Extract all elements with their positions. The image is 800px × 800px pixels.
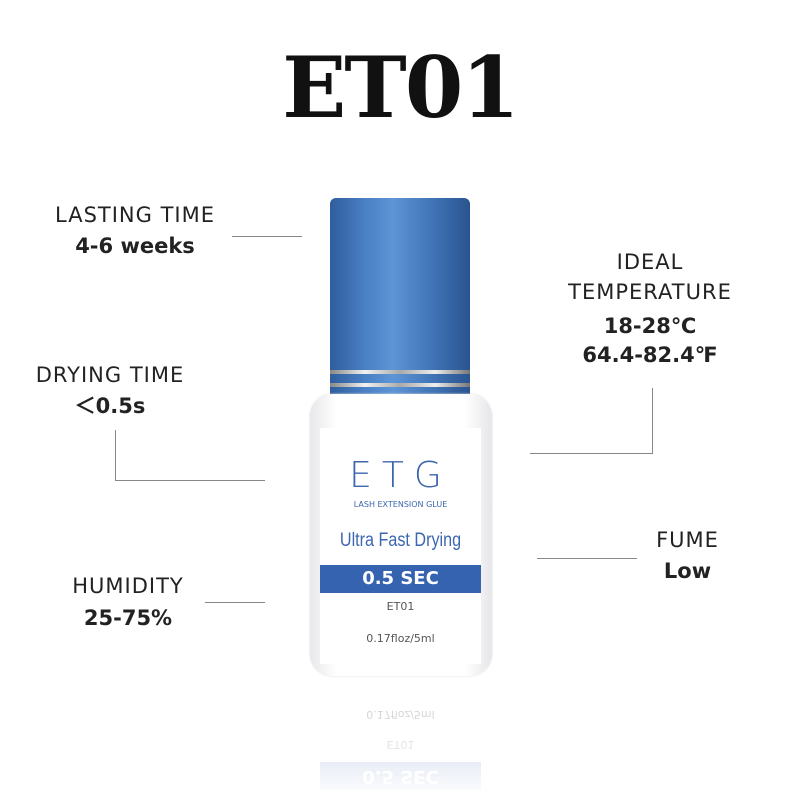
drying-time-label: DRYING TIME bbox=[35, 363, 185, 387]
humidity-label: HUMIDITY bbox=[72, 574, 184, 598]
temperature-fahrenheit: 64.4-82.4℉ bbox=[582, 343, 718, 367]
divider bbox=[205, 602, 265, 603]
cap-band bbox=[330, 383, 470, 387]
divider bbox=[115, 480, 265, 481]
divider bbox=[115, 430, 116, 480]
bottle-reflection: 0.17floz/5ml ET01 0.5 SEC bbox=[310, 680, 492, 800]
lasting-time-value: 4-6 weeks bbox=[75, 234, 195, 258]
tagline: Ultra Fast Drying bbox=[339, 530, 462, 551]
temperature-label: TEMPERATURE bbox=[568, 280, 732, 304]
divider bbox=[232, 236, 302, 237]
fume-value: Low bbox=[663, 559, 712, 583]
brand-subtitle: LASH EXTENSION GLUE bbox=[353, 500, 448, 509]
speed-band: 0.5 SEC bbox=[320, 565, 481, 593]
volume-text: 0.17floz/5ml bbox=[366, 632, 435, 645]
brand-logo: ETG bbox=[349, 455, 452, 496]
reflection-volume: 0.17floz/5ml bbox=[366, 708, 435, 721]
page-title: ET01 bbox=[282, 38, 519, 137]
bottle-cap bbox=[330, 198, 470, 396]
humidity-value: 25-75% bbox=[83, 606, 173, 630]
fume-label: FUME bbox=[656, 528, 719, 552]
temperature-celsius: 18-28℃ bbox=[603, 314, 697, 338]
divider bbox=[537, 558, 637, 559]
reflection-speed: 0.5 SEC bbox=[320, 762, 481, 790]
temperature-label: IDEAL bbox=[616, 250, 684, 274]
model-text: ET01 bbox=[386, 600, 415, 613]
drying-time-value: ＜0.5s bbox=[74, 394, 146, 418]
divider bbox=[652, 388, 653, 453]
cap-band bbox=[330, 370, 470, 374]
bottle-label bbox=[320, 428, 481, 664]
divider bbox=[530, 453, 653, 454]
lasting-time-label: LASTING TIME bbox=[55, 203, 215, 227]
reflection-model: ET01 bbox=[386, 738, 415, 751]
